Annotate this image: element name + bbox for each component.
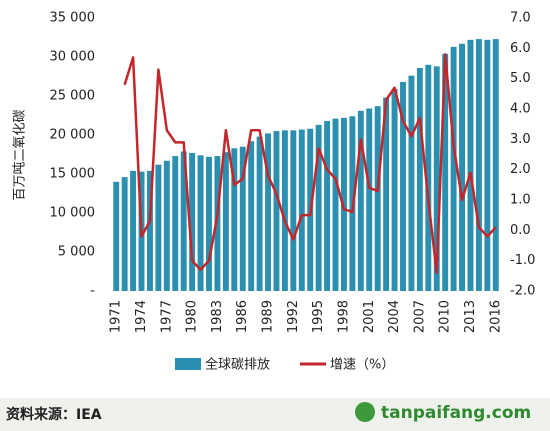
bar	[341, 117, 347, 291]
footer-band	[0, 398, 550, 431]
x-tick-label: 1992	[286, 300, 301, 333]
x-tick-label: 1980	[185, 300, 200, 333]
bar	[492, 39, 499, 292]
bar	[189, 152, 196, 291]
bar	[416, 67, 423, 291]
y-tick-label: 5 000	[58, 245, 95, 260]
bar	[265, 133, 271, 291]
x-tick-label: 2016	[488, 300, 503, 333]
bar	[400, 81, 406, 292]
y-tick-label: 30 000	[50, 50, 96, 65]
bar	[222, 152, 229, 291]
y-tick-label: 25 000	[50, 89, 96, 104]
bar	[113, 181, 120, 291]
y2-tick-label: -1.0	[510, 253, 535, 268]
bar	[130, 170, 137, 291]
x-tick-label: 2004	[387, 300, 402, 333]
x-tick-label: 2013	[463, 300, 478, 333]
bar	[273, 131, 280, 291]
x-tick-label: 1995	[311, 300, 326, 333]
bar	[332, 118, 339, 292]
bar	[298, 129, 305, 291]
y-tick-label: 15 000	[50, 167, 96, 182]
bar	[197, 155, 204, 291]
y-tick-label: 10 000	[50, 206, 96, 221]
y-axis-label: 百万吨二氧化碳	[13, 109, 28, 200]
y-tick-label: 35 000	[50, 11, 96, 26]
bar	[315, 124, 322, 291]
x-tick-label: 1986	[235, 300, 250, 333]
bar	[467, 39, 474, 292]
bar	[172, 156, 179, 291]
bar	[256, 136, 263, 291]
bar	[366, 108, 373, 291]
bar	[147, 170, 153, 291]
legend-label: 增速（%）	[330, 358, 394, 373]
bar	[357, 110, 364, 291]
x-tick-label: 1971	[109, 300, 124, 333]
bar	[206, 156, 212, 291]
bar	[484, 39, 491, 292]
y-tick-label: 20 000	[50, 128, 96, 143]
y2-tick-label: 1.0	[510, 193, 531, 208]
bar	[214, 156, 221, 291]
legend-swatch	[175, 358, 201, 370]
bar	[180, 151, 187, 291]
bar	[248, 141, 255, 291]
bar	[459, 43, 465, 291]
y-tick-label: -	[90, 284, 95, 299]
source: 资料来源：IEA	[6, 406, 102, 423]
bar	[231, 148, 238, 291]
x-tick-label: 1974	[134, 300, 149, 333]
bar	[121, 177, 128, 291]
x-tick-label: 1977	[159, 300, 174, 333]
x-tick-label: 2010	[438, 300, 453, 333]
x-tick-label: 1998	[336, 300, 351, 333]
bar	[374, 106, 381, 291]
bar	[475, 39, 482, 292]
y2-tick-label: 6.0	[510, 41, 531, 56]
y2-tick-label: 4.0	[510, 102, 531, 117]
bar	[433, 66, 440, 291]
line	[123, 53, 497, 275]
y2-tick-label: 2.0	[510, 162, 531, 177]
legend-label: 全球碳排放	[205, 357, 270, 373]
y2-tick-label: -2.0	[510, 284, 535, 299]
bar	[425, 64, 432, 291]
bar	[408, 75, 415, 291]
bar	[155, 164, 162, 291]
bar	[391, 88, 398, 291]
bar	[290, 130, 297, 291]
watermark: tanpaifang.com	[381, 403, 531, 423]
bar	[442, 53, 449, 291]
watermark-icon	[355, 402, 375, 422]
y2-tick-label: 5.0	[510, 71, 531, 86]
y2-tick-label: 0.0	[510, 223, 531, 238]
bar	[281, 130, 288, 291]
y2-tick-label: 7.0	[510, 11, 531, 26]
bar	[324, 120, 331, 292]
x-tick-label: 2001	[362, 300, 377, 333]
x-tick-label: 2007	[412, 300, 427, 333]
x-tick-label: 1983	[210, 300, 225, 333]
x-tick-label: 1989	[261, 300, 276, 333]
bar	[163, 160, 170, 291]
bar	[239, 146, 246, 291]
bar	[383, 97, 390, 291]
bar	[450, 46, 457, 291]
y2-tick-label: 3.0	[510, 132, 531, 147]
